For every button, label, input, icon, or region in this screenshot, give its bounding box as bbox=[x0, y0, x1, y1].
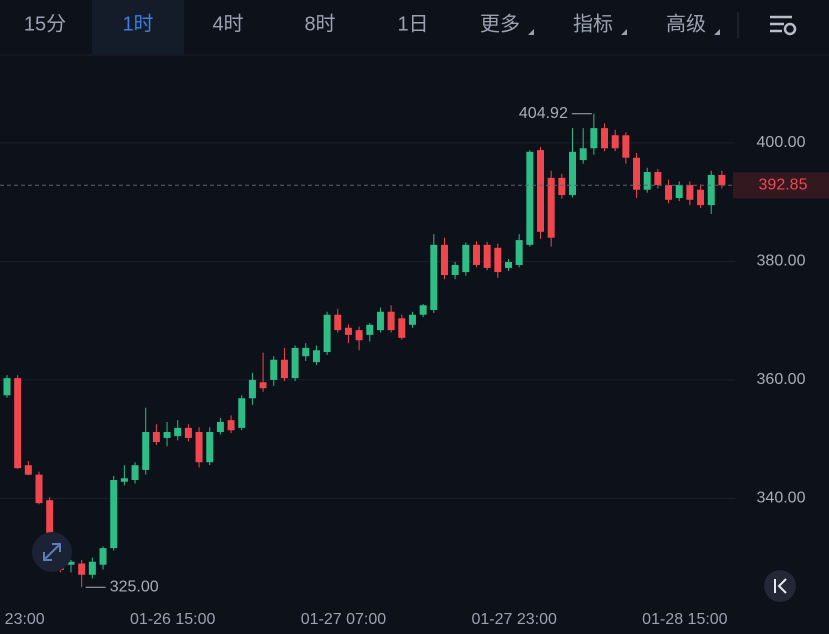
candle-body bbox=[323, 314, 331, 353]
candle-body bbox=[601, 128, 609, 149]
high-marker-label: 404.92 bbox=[519, 105, 568, 122]
candle-body bbox=[291, 347, 299, 379]
candle-body bbox=[408, 314, 416, 325]
candle-body bbox=[504, 262, 512, 268]
y-tick-label: 360.00 bbox=[757, 371, 806, 388]
candle-body bbox=[302, 347, 310, 357]
tab-label[interactable]: 高级 bbox=[666, 12, 706, 35]
candle-body bbox=[579, 148, 587, 161]
x-tick-label: 01-28 15:00 bbox=[642, 611, 728, 628]
candle-body bbox=[238, 398, 246, 428]
tab-label[interactable]: 8时 bbox=[304, 12, 335, 35]
candle-body bbox=[344, 327, 352, 335]
candle-body bbox=[462, 244, 470, 273]
candle-body bbox=[686, 184, 694, 200]
tab-label[interactable]: 指标 bbox=[573, 12, 613, 35]
candle-body bbox=[195, 432, 203, 463]
candle-body bbox=[24, 465, 32, 475]
candle-body bbox=[622, 135, 630, 158]
candle-body bbox=[430, 244, 438, 310]
candle-body bbox=[355, 330, 363, 341]
settings-icon[interactable] bbox=[770, 15, 797, 36]
candle-body bbox=[120, 478, 128, 482]
candle-body bbox=[152, 432, 160, 443]
tab-label[interactable]: 15分 bbox=[24, 12, 66, 35]
candle-body bbox=[558, 177, 566, 196]
last-price-label: 392.85 bbox=[759, 177, 808, 194]
candle-body bbox=[440, 244, 448, 276]
candle-body bbox=[451, 264, 459, 276]
x-tick-label: 01-27 23:00 bbox=[471, 611, 557, 628]
candle-body bbox=[88, 561, 96, 575]
candle-body bbox=[569, 151, 577, 196]
dropdown-triangle bbox=[528, 29, 534, 35]
candle-body bbox=[248, 379, 256, 399]
candle-body bbox=[675, 184, 683, 199]
candle-body bbox=[611, 135, 619, 149]
scroll-latest-button[interactable] bbox=[764, 570, 796, 602]
candle-body bbox=[654, 171, 662, 185]
candle-body bbox=[697, 189, 705, 206]
y-tick-label: 400.00 bbox=[757, 134, 806, 151]
candle-body bbox=[515, 240, 523, 265]
candle-body bbox=[419, 305, 427, 315]
candle-body bbox=[472, 244, 480, 265]
candle-body bbox=[280, 359, 288, 379]
candle-body bbox=[78, 563, 86, 575]
plot-area: 340.00 360.00 380.00 400.00 01-25 23:00 01-26… bbox=[0, 105, 829, 628]
candle-body bbox=[387, 311, 395, 331]
candle-body bbox=[483, 244, 491, 268]
candle-body bbox=[110, 480, 118, 549]
last-price-tag bbox=[733, 172, 829, 199]
candle-body bbox=[270, 359, 278, 380]
expand-button[interactable] bbox=[32, 532, 72, 572]
candle-body bbox=[46, 500, 54, 549]
x-tick-label: 01-25 23:00 bbox=[0, 611, 45, 628]
candle-body bbox=[590, 128, 598, 149]
candle-body bbox=[707, 174, 715, 206]
candle-body bbox=[3, 378, 11, 396]
low-marker-label: 325.00 bbox=[110, 578, 159, 595]
candle-body bbox=[494, 247, 502, 273]
candle-body bbox=[334, 314, 342, 331]
candle-body bbox=[398, 318, 406, 338]
candle-body bbox=[366, 324, 374, 335]
candle-body bbox=[547, 177, 555, 238]
candle-body bbox=[312, 350, 320, 363]
candle-body bbox=[665, 184, 673, 200]
dropdown-triangle bbox=[621, 29, 627, 35]
candle-body bbox=[184, 427, 192, 438]
tab-label[interactable]: 1日 bbox=[397, 13, 428, 35]
tab-label[interactable]: 更多 bbox=[480, 12, 520, 35]
candle-body bbox=[206, 432, 214, 463]
candle-body bbox=[35, 474, 43, 504]
candle-body bbox=[67, 561, 75, 565]
candle-body bbox=[163, 432, 171, 438]
tab-label[interactable]: 1时 bbox=[122, 12, 153, 35]
candle-body bbox=[14, 378, 22, 469]
candle-body bbox=[227, 420, 235, 431]
candle-body bbox=[99, 548, 107, 565]
candle-body bbox=[526, 151, 534, 245]
candle-body bbox=[718, 174, 726, 186]
candle-body bbox=[633, 157, 641, 190]
candle-body bbox=[259, 382, 267, 389]
candle-body bbox=[142, 432, 150, 470]
dropdown-triangle bbox=[714, 29, 720, 35]
tab-label[interactable]: 4时 bbox=[212, 12, 243, 35]
y-tick-label: 380.00 bbox=[757, 253, 806, 270]
candle-body bbox=[376, 311, 384, 331]
candle-body bbox=[216, 421, 224, 433]
x-tick-label: 01-27 07:00 bbox=[301, 611, 387, 628]
candle-body bbox=[643, 171, 651, 190]
candle-body bbox=[131, 465, 139, 481]
active-tab-bg bbox=[92, 0, 184, 54]
y-tick-label: 340.00 bbox=[757, 490, 806, 507]
x-tick-label: 01-26 15:00 bbox=[130, 611, 216, 628]
candle-body bbox=[174, 427, 182, 437]
candle-body bbox=[537, 150, 544, 232]
toolbar: 15分 1时 4时 8时 1日 更多 指标 高级 bbox=[24, 0, 720, 54]
